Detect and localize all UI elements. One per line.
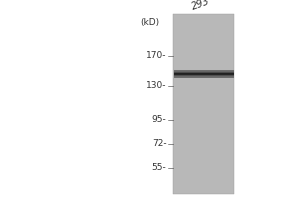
Text: 55-: 55- bbox=[152, 163, 167, 172]
Text: 72-: 72- bbox=[152, 140, 167, 148]
Bar bbox=[172, 14, 234, 194]
Text: 130-: 130- bbox=[146, 81, 166, 90]
Text: 95-: 95- bbox=[152, 116, 167, 124]
Text: 293: 293 bbox=[190, 0, 211, 12]
Text: 170-: 170- bbox=[146, 51, 166, 60]
Text: (kD): (kD) bbox=[140, 18, 160, 27]
